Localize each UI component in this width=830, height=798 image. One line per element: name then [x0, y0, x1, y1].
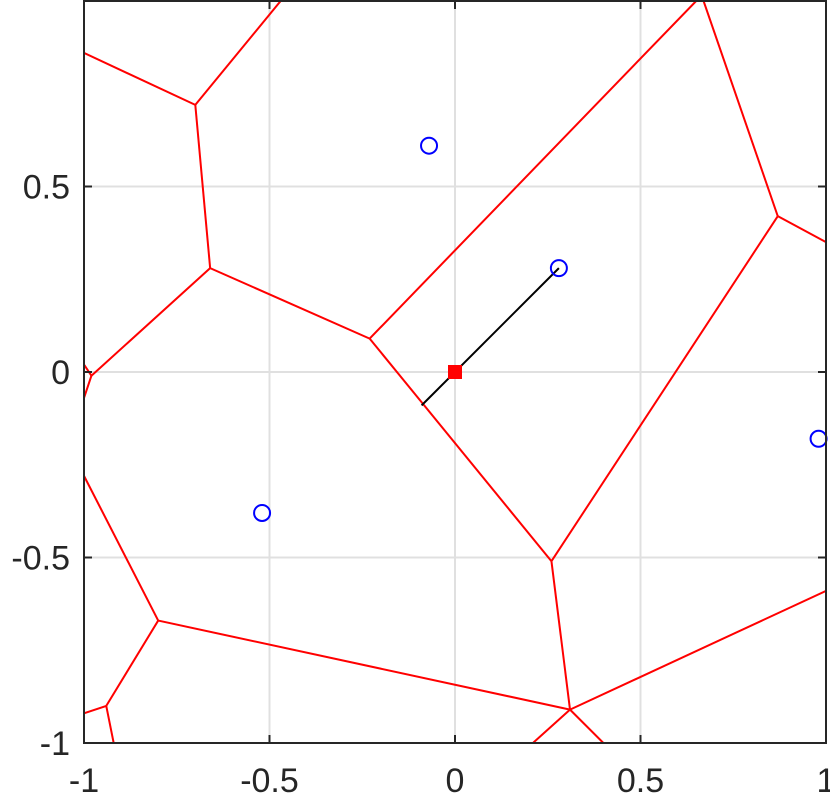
voronoi-edge	[105, 705, 115, 743]
voronoi-edge	[105, 620, 160, 707]
voronoi-edge	[84, 364, 93, 377]
query-marker	[448, 365, 462, 379]
site-marker	[253, 503, 272, 522]
voronoi-edge	[84, 375, 93, 399]
voronoi-edge	[532, 708, 571, 743]
voronoi-edge	[550, 215, 779, 562]
voronoi-edge	[84, 475, 160, 622]
voronoi-edge	[569, 589, 826, 711]
voronoi-edge	[777, 215, 826, 244]
voronoi-edge	[84, 52, 196, 106]
tick-marks	[83, 1, 827, 744]
voronoi-edge	[569, 708, 605, 743]
x-tick-label: 0.5	[617, 762, 664, 798]
voronoi-edge	[194, 1, 282, 106]
site-marker	[549, 259, 568, 278]
y-tick-labels: -1 -0.5 0 0.5	[11, 169, 70, 764]
voronoi-edges	[84, 1, 826, 743]
y-tick-label: -1	[40, 725, 70, 763]
x-tick-label: -0.5	[240, 762, 299, 798]
voronoi-edge	[90, 267, 211, 377]
voronoi-edge	[702, 1, 779, 217]
nearest-segment-line	[420, 267, 560, 407]
voronoi-edge	[550, 561, 572, 710]
y-tick-label: 0.5	[23, 169, 70, 207]
voronoi-edge	[194, 104, 212, 269]
x-tick-labels: -1 -0.5 0 0.5 1	[69, 762, 830, 798]
x-tick-label: 0	[446, 762, 465, 798]
site-marker	[420, 136, 439, 155]
voronoi-edge	[157, 619, 571, 711]
voronoi-edge	[84, 704, 107, 715]
voronoi-edge	[209, 267, 371, 340]
voronoi-edge	[368, 1, 697, 340]
y-tick-label: 0	[51, 354, 70, 392]
x-tick-label: 1	[817, 762, 830, 798]
nearest-site-segment	[420, 267, 560, 407]
y-tick-label: -0.5	[11, 540, 70, 578]
voronoi-edge	[368, 337, 553, 562]
query-point	[448, 365, 462, 379]
x-tick-label: -1	[69, 762, 99, 798]
